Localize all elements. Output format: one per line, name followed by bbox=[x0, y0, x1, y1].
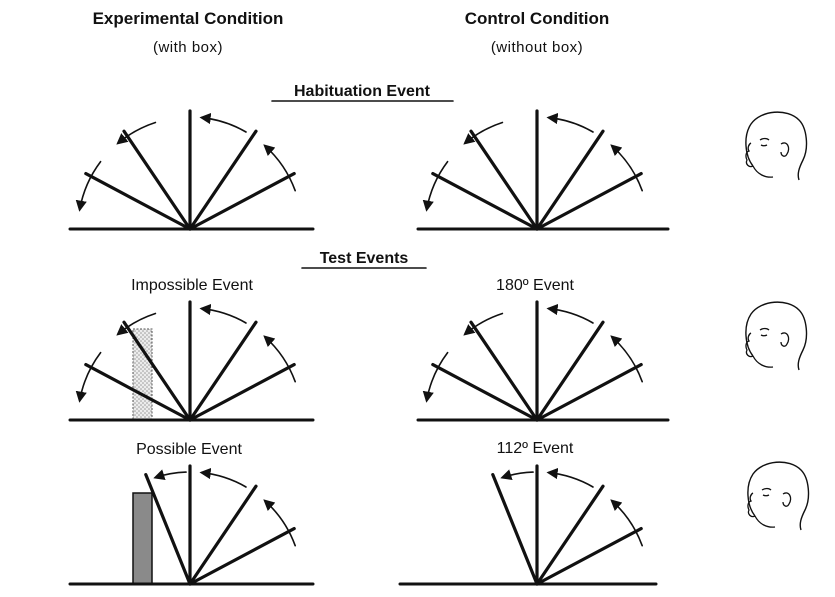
test-events-title: Test Events bbox=[320, 250, 409, 267]
rotation-arrow-icon bbox=[263, 335, 296, 383]
face-eyebrow bbox=[761, 487, 772, 491]
screen-position-line bbox=[122, 320, 192, 422]
screen-position-line bbox=[188, 129, 258, 231]
rotation-arrow-icon bbox=[610, 144, 643, 192]
control-condition-title: Control Condition bbox=[465, 9, 609, 28]
face-profile bbox=[745, 332, 754, 358]
screen-position-line bbox=[535, 129, 605, 231]
rotation-arrow-icon bbox=[263, 144, 296, 192]
face-ear bbox=[780, 142, 790, 157]
screen-position-line bbox=[535, 320, 605, 422]
screen-position-line bbox=[431, 363, 539, 422]
impossible-event-label: Impossible Event bbox=[131, 277, 253, 294]
screen-position-line bbox=[535, 526, 643, 586]
rotation-arrow-icon bbox=[199, 467, 247, 488]
screen-position-line bbox=[188, 172, 296, 231]
box-impossible-event bbox=[132, 328, 153, 421]
rotation-arrow-icon bbox=[116, 121, 157, 145]
rotation-arrow-icon bbox=[610, 335, 643, 383]
screen-position-line bbox=[188, 484, 258, 586]
screen-position-line bbox=[84, 172, 192, 231]
rotation-arrow-icon bbox=[75, 351, 102, 403]
face-jaw bbox=[754, 515, 776, 528]
rotation-arrow-icon bbox=[422, 351, 449, 403]
screen-position-line bbox=[84, 363, 192, 422]
screen-position-line bbox=[431, 172, 539, 231]
face-eye bbox=[762, 494, 770, 497]
rotation-arrow-icon bbox=[546, 112, 594, 133]
screen-position-line bbox=[188, 526, 296, 586]
face-jaw bbox=[752, 355, 774, 368]
infant-face-icon bbox=[745, 301, 808, 371]
screen-position-line bbox=[188, 320, 258, 422]
face-eye bbox=[760, 334, 768, 337]
rotation-arrow-icon bbox=[75, 160, 102, 212]
face-profile bbox=[747, 492, 756, 518]
face-profile bbox=[745, 142, 754, 168]
face-eye bbox=[760, 144, 768, 147]
rotation-arrow-icon bbox=[116, 312, 157, 336]
infant-face-icon bbox=[745, 111, 808, 181]
screen-position-line bbox=[535, 363, 643, 422]
control-condition-subtitle: (without box) bbox=[491, 39, 583, 56]
face-outline bbox=[745, 301, 808, 371]
rotation-arrow-icon bbox=[463, 121, 504, 145]
screen-position-line bbox=[469, 129, 539, 231]
experimental-condition-title: Experimental Condition bbox=[93, 9, 284, 28]
face-eyebrow bbox=[759, 137, 770, 141]
infant-face-icon bbox=[747, 461, 810, 531]
deg112-event-label: 112º Event bbox=[497, 440, 574, 457]
rotation-arrow-icon bbox=[546, 303, 594, 324]
face-jaw bbox=[752, 165, 774, 178]
rotation-arrow-icon bbox=[153, 469, 187, 481]
screen-position-line bbox=[144, 473, 192, 586]
rotation-arrow-icon bbox=[500, 469, 534, 481]
face-eyebrow bbox=[759, 327, 770, 331]
rotation-arrow-icon bbox=[263, 499, 296, 547]
rotation-arrow-icon bbox=[546, 467, 594, 488]
box-possible-event bbox=[132, 492, 153, 585]
screen-position-line bbox=[535, 484, 605, 586]
rotation-arrow-icon bbox=[199, 112, 247, 133]
face-outline bbox=[747, 461, 810, 531]
rotation-arrow-icon bbox=[610, 499, 643, 547]
rotation-arrow-icon bbox=[463, 312, 504, 336]
screen-position-line bbox=[491, 473, 539, 586]
possible-event-label: Possible Event bbox=[136, 441, 242, 458]
face-ear bbox=[782, 492, 792, 507]
rotation-arrow-icon bbox=[422, 160, 449, 212]
experimental-condition-subtitle: (with box) bbox=[153, 39, 223, 56]
habituation-event-title: Habituation Event bbox=[294, 83, 431, 100]
screen-position-line bbox=[535, 172, 643, 231]
rotation-arrow-icon bbox=[199, 303, 247, 324]
screen-position-line bbox=[469, 320, 539, 422]
screen-position-line bbox=[122, 129, 192, 231]
deg180-event-label: 180º Event bbox=[496, 277, 574, 294]
face-outline bbox=[745, 111, 808, 181]
face-ear bbox=[780, 332, 790, 347]
screen-position-line bbox=[188, 363, 296, 422]
